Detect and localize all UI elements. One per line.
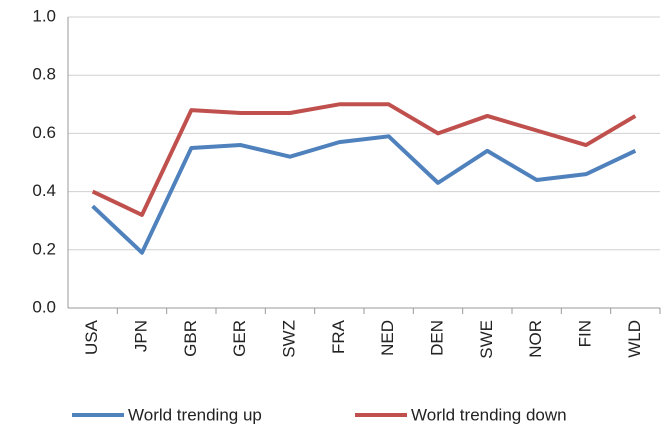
series-line [91, 134, 637, 255]
legend-label: World trending up [128, 405, 262, 424]
x-tick-label: USA [82, 319, 101, 355]
x-tick-label: GER [230, 320, 249, 357]
y-tick-label: 1.0 [32, 6, 56, 25]
y-tick-label: 0.4 [32, 181, 56, 200]
x-tick-label: WLD [625, 320, 644, 358]
x-tick-label: DEN [427, 320, 446, 356]
x-tick-label: JPN [131, 320, 150, 352]
legend-label: World trending down [411, 405, 567, 424]
x-tick-label: GBR [181, 320, 200, 357]
y-tick-label: 0.8 [32, 65, 56, 84]
x-tick-label: NED [378, 320, 397, 356]
x-tick-label: SWZ [279, 320, 298, 358]
y-tick-label: 0.2 [32, 239, 56, 258]
x-tick-label: NOR [526, 320, 545, 358]
y-tick-label: 0.6 [32, 123, 56, 142]
x-tick-label: FIN [575, 320, 594, 347]
y-tick-label: 0.0 [32, 297, 56, 316]
series-line [91, 102, 637, 217]
x-tick-label: FRA [329, 319, 348, 354]
x-tick-label: SWE [477, 320, 496, 359]
